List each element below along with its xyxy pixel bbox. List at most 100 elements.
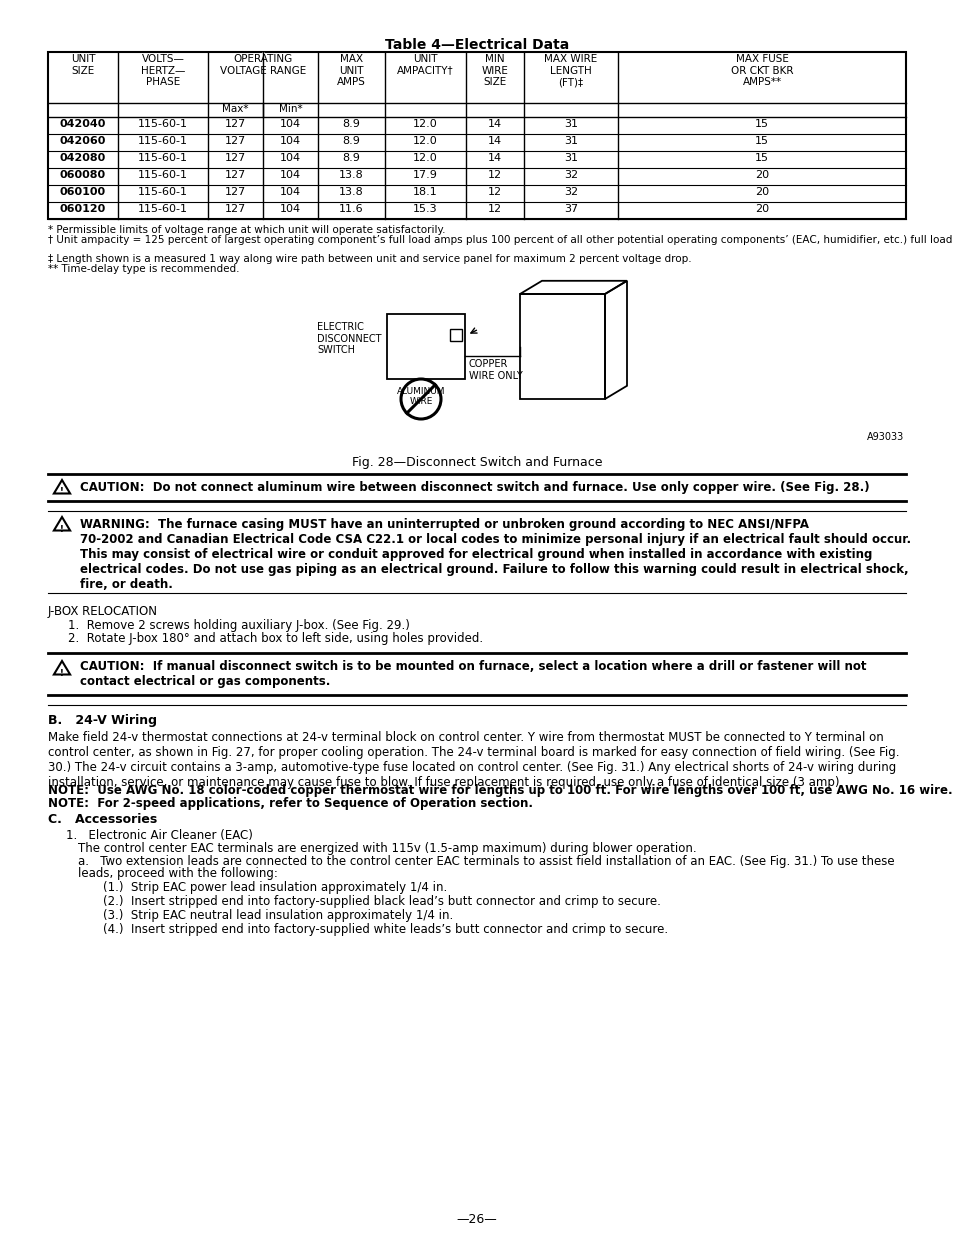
Text: !: !	[60, 525, 64, 534]
Text: VOLTS—
HERTZ—
PHASE: VOLTS— HERTZ— PHASE	[141, 54, 185, 88]
Text: 115-60-1: 115-60-1	[138, 153, 188, 163]
Text: 17.9: 17.9	[413, 170, 437, 180]
Text: 127: 127	[225, 204, 246, 214]
Text: 115-60-1: 115-60-1	[138, 204, 188, 214]
Text: (4.)  Insert stripped end into factory-supplied white leads’s butt connector and: (4.) Insert stripped end into factory-su…	[103, 923, 667, 936]
Bar	[519, 294, 604, 399]
Text: 8.9: 8.9	[342, 136, 360, 146]
Text: 127: 127	[225, 170, 246, 180]
Text: 115-60-1: 115-60-1	[138, 170, 188, 180]
Text: 18.1: 18.1	[413, 186, 437, 198]
Text: ELECTRIC
DISCONNECT
SWITCH: ELECTRIC DISCONNECT SWITCH	[316, 322, 381, 356]
Text: a.   Two extension leads are connected to the control center EAC terminals to as: a. Two extension leads are connected to …	[78, 855, 894, 868]
Text: 15: 15	[754, 153, 768, 163]
Text: UNIT
SIZE: UNIT SIZE	[71, 54, 95, 75]
Text: 13.8: 13.8	[338, 170, 363, 180]
Text: 12: 12	[487, 170, 501, 180]
Text: ‡ Length shown is a measured 1 way along wire path between unit and service pane: ‡ Length shown is a measured 1 way along…	[48, 254, 691, 264]
Text: 104: 104	[279, 153, 301, 163]
Text: —26—: —26—	[456, 1213, 497, 1226]
Bar	[450, 329, 461, 341]
Text: 2.  Rotate J-box 180° and attach box to left side, using holes provided.: 2. Rotate J-box 180° and attach box to l…	[68, 632, 482, 645]
Text: 15: 15	[754, 136, 768, 146]
Text: * Permissible limits of voltage range at which unit will operate satisfactorily.: * Permissible limits of voltage range at…	[48, 225, 445, 235]
Text: MAX FUSE
OR CKT BKR
AMPS**: MAX FUSE OR CKT BKR AMPS**	[730, 54, 792, 88]
Bar	[387, 314, 464, 379]
Text: CAUTION:  If manual disconnect switch is to be mounted on furnace, select a loca: CAUTION: If manual disconnect switch is …	[80, 659, 865, 688]
Text: 042080: 042080	[60, 153, 106, 163]
Bar	[48, 52, 905, 219]
Text: 32: 32	[563, 170, 578, 180]
Text: 15: 15	[754, 119, 768, 128]
Text: 1.   Electronic Air Cleaner (EAC): 1. Electronic Air Cleaner (EAC)	[66, 829, 253, 842]
Text: 37: 37	[563, 204, 578, 214]
Text: Fig. 28—Disconnect Switch and Furnace: Fig. 28—Disconnect Switch and Furnace	[352, 456, 601, 469]
Text: 20: 20	[754, 170, 768, 180]
Text: 12: 12	[487, 204, 501, 214]
Text: 060080: 060080	[60, 170, 106, 180]
Text: 115-60-1: 115-60-1	[138, 186, 188, 198]
Text: A93033: A93033	[866, 432, 903, 442]
Text: 104: 104	[279, 186, 301, 198]
Text: OPERATING
VOLTAGE RANGE: OPERATING VOLTAGE RANGE	[219, 54, 306, 75]
Text: 14: 14	[487, 153, 501, 163]
Text: 32: 32	[563, 186, 578, 198]
Text: MIN
WIRE
SIZE: MIN WIRE SIZE	[481, 54, 508, 88]
Text: 15.3: 15.3	[413, 204, 437, 214]
Text: 12.0: 12.0	[413, 119, 437, 128]
Text: 115-60-1: 115-60-1	[138, 119, 188, 128]
Text: Table 4—Electrical Data: Table 4—Electrical Data	[384, 38, 569, 52]
Text: 104: 104	[279, 136, 301, 146]
Text: NOTE:  For 2-speed applications, refer to Sequence of Operation section.: NOTE: For 2-speed applications, refer to…	[48, 797, 533, 810]
Text: 8.9: 8.9	[342, 119, 360, 128]
Text: leads, proceed with the following:: leads, proceed with the following:	[78, 867, 277, 881]
Text: ALUMINUM
WIRE: ALUMINUM WIRE	[396, 387, 445, 406]
Text: 14: 14	[487, 136, 501, 146]
Text: CAUTION:  Do not connect aluminum wire between disconnect switch and furnace. Us: CAUTION: Do not connect aluminum wire be…	[80, 480, 869, 494]
Text: 20: 20	[754, 204, 768, 214]
Text: 042060: 042060	[60, 136, 106, 146]
Text: !: !	[60, 668, 64, 678]
Text: The control center EAC terminals are energized with 115v (1.5-amp maximum) durin: The control center EAC terminals are ene…	[78, 842, 696, 855]
Text: 127: 127	[225, 153, 246, 163]
Text: 13.8: 13.8	[338, 186, 363, 198]
Text: NOTE:  Use AWG No. 18 color-coded copper thermostat wire for lengths up to 100 f: NOTE: Use AWG No. 18 color-coded copper …	[48, 784, 952, 797]
Text: 14: 14	[487, 119, 501, 128]
Text: Min*: Min*	[278, 104, 302, 114]
Text: Max*: Max*	[222, 104, 249, 114]
Text: 104: 104	[279, 119, 301, 128]
Text: 127: 127	[225, 186, 246, 198]
Text: 127: 127	[225, 136, 246, 146]
Text: 060100: 060100	[60, 186, 106, 198]
Text: COPPER
WIRE ONLY: COPPER WIRE ONLY	[469, 359, 522, 380]
Text: † Unit ampacity = 125 percent of largest operating component’s full load amps pl: † Unit ampacity = 125 percent of largest…	[48, 235, 953, 245]
Text: 104: 104	[279, 204, 301, 214]
Text: J-BOX RELOCATION: J-BOX RELOCATION	[48, 605, 158, 618]
Text: WARNING:  The furnace casing MUST have an uninterrupted or unbroken ground accor: WARNING: The furnace casing MUST have an…	[80, 517, 910, 592]
Text: 042040: 042040	[60, 119, 106, 128]
Text: 31: 31	[563, 153, 578, 163]
Text: 31: 31	[563, 136, 578, 146]
Text: 1.  Remove 2 screws holding auxiliary J-box. (See Fig. 29.): 1. Remove 2 screws holding auxiliary J-b…	[68, 619, 410, 632]
Text: 115-60-1: 115-60-1	[138, 136, 188, 146]
Text: !: !	[60, 488, 64, 496]
Text: 11.6: 11.6	[339, 204, 363, 214]
Text: 060120: 060120	[60, 204, 106, 214]
Text: 12.0: 12.0	[413, 153, 437, 163]
Text: 104: 104	[279, 170, 301, 180]
Text: 12: 12	[487, 186, 501, 198]
Text: (1.)  Strip EAC power lead insulation approximately 1/4 in.: (1.) Strip EAC power lead insulation app…	[103, 881, 447, 894]
Text: MAX
UNIT
AMPS: MAX UNIT AMPS	[336, 54, 366, 88]
Text: 20: 20	[754, 186, 768, 198]
Text: 127: 127	[225, 119, 246, 128]
Text: Make field 24-v thermostat connections at 24-v terminal block on control center.: Make field 24-v thermostat connections a…	[48, 731, 899, 789]
Text: ** Time-delay type is recommended.: ** Time-delay type is recommended.	[48, 264, 239, 274]
Text: 8.9: 8.9	[342, 153, 360, 163]
Text: MAX WIRE
LENGTH
(FT)‡: MAX WIRE LENGTH (FT)‡	[544, 54, 597, 88]
Text: (2.)  Insert stripped end into factory-supplied black lead’s butt connector and : (2.) Insert stripped end into factory-su…	[103, 895, 660, 908]
Text: B.   24-V Wiring: B. 24-V Wiring	[48, 714, 157, 727]
Text: (3.)  Strip EAC neutral lead insulation approximately 1/4 in.: (3.) Strip EAC neutral lead insulation a…	[103, 909, 453, 923]
Text: 12.0: 12.0	[413, 136, 437, 146]
Text: 31: 31	[563, 119, 578, 128]
Text: C.   Accessories: C. Accessories	[48, 813, 157, 826]
